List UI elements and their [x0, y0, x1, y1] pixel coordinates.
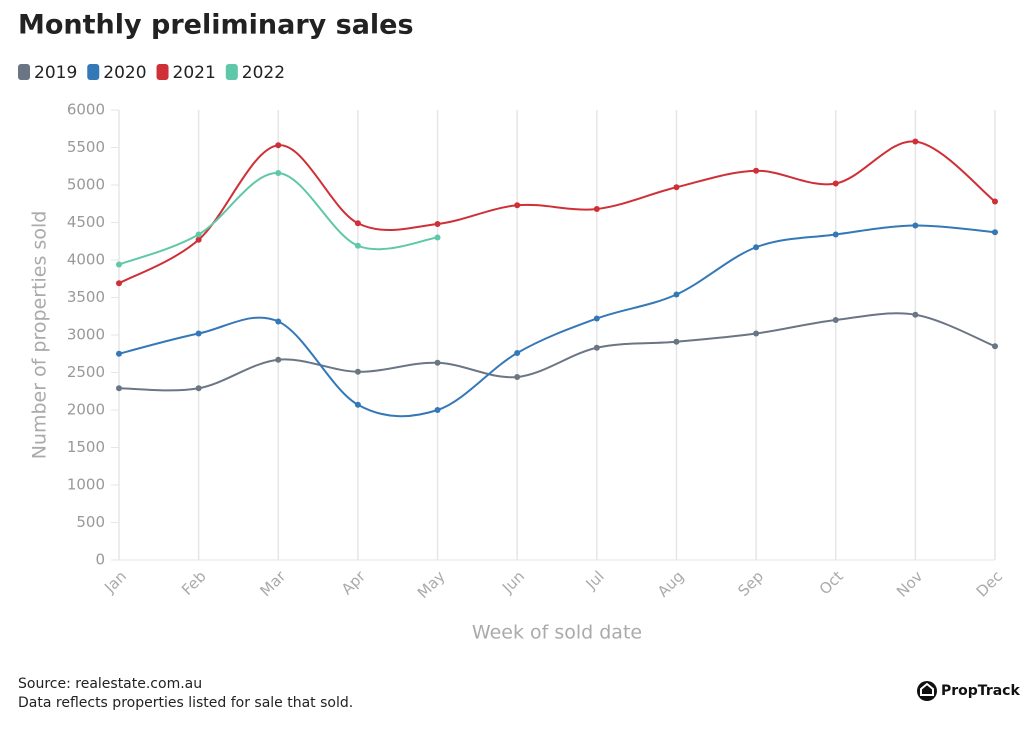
data-point [753, 167, 760, 174]
data-point [593, 344, 600, 351]
data-point [992, 198, 998, 205]
x-tick-label: Dec [973, 567, 1006, 600]
data-point [673, 291, 680, 298]
data-point [912, 222, 919, 229]
series [116, 222, 998, 418]
series-line [118, 224, 996, 418]
data-point [434, 234, 441, 241]
legend-swatch [156, 64, 169, 80]
data-point [753, 330, 760, 337]
legend-swatch [18, 64, 30, 80]
x-tick-label: Mar [257, 567, 290, 600]
data-point [832, 231, 839, 238]
y-tick-label: 5500 [67, 138, 105, 156]
logo: PropTrack [917, 681, 1020, 701]
x-tick-label: Feb [178, 567, 210, 599]
data-point [275, 142, 282, 149]
note: Data reflects properties listed for sale… [18, 695, 353, 711]
y-tick-label: 1500 [67, 438, 105, 456]
data-point [992, 229, 998, 236]
legend-swatch [87, 64, 100, 80]
y-tick-label: 4000 [67, 251, 105, 269]
x-tick-label: Jun [498, 567, 528, 597]
x-tick-label: Jan [100, 567, 130, 597]
logo-text: PropTrack [941, 683, 1020, 699]
x-tick-label: Jul [582, 567, 608, 593]
y-tick-label: 0 [95, 551, 105, 569]
data-point [195, 385, 202, 392]
legend-swatch [225, 64, 238, 80]
x-tick-label: Nov [893, 567, 927, 601]
data-point [514, 350, 521, 356]
data-point [275, 170, 282, 176]
data-point [116, 350, 122, 357]
data-point [673, 338, 680, 345]
source: Source: realestate.com.au [18, 676, 202, 692]
data-point [593, 315, 600, 322]
data-point [673, 184, 680, 191]
legend-label: 2021 [173, 63, 216, 83]
x-tick-label: Sep [734, 567, 767, 600]
data-point [116, 385, 122, 392]
chart-title: Monthly preliminary sales [18, 10, 414, 41]
series [116, 138, 998, 287]
data-point [354, 401, 361, 408]
data-point [354, 242, 361, 249]
series-line [118, 312, 996, 392]
y-axis-label: Number of properties sold [29, 211, 51, 460]
data-point [514, 202, 521, 209]
x-tick-label: Apr [338, 567, 370, 599]
data-point [275, 318, 282, 325]
x-tick-label: May [414, 567, 449, 602]
y-tick-label: 4500 [67, 213, 105, 231]
y-tick-label: 5000 [67, 176, 105, 194]
data-point [116, 280, 122, 287]
data-point [354, 220, 361, 227]
y-tick-label: 500 [76, 513, 105, 531]
data-point [275, 356, 282, 363]
x-tick-label: Aug [654, 567, 687, 600]
logo-house [920, 682, 934, 696]
data-point [912, 138, 919, 145]
data-point [593, 206, 600, 212]
data-point [195, 236, 202, 243]
y-tick-label: 1000 [67, 476, 105, 494]
data-point [912, 311, 919, 318]
data-point [992, 343, 998, 350]
data-point [434, 221, 441, 227]
legend-label: 2019 [34, 63, 77, 83]
data-point [514, 374, 521, 380]
data-point [832, 317, 839, 323]
data-point [753, 244, 760, 251]
y-tick-label: 6000 [67, 101, 105, 119]
data-point [195, 231, 202, 238]
legend-label: 2022 [242, 63, 285, 83]
x-tick-label: Oct [816, 567, 847, 598]
data-point [195, 330, 202, 337]
y-tick-label: 2500 [67, 363, 105, 381]
data-point [434, 359, 441, 366]
y-tick-label: 2000 [67, 401, 105, 419]
x-axis-label: Week of sold date [472, 622, 642, 644]
data-point [434, 407, 441, 413]
data-point [832, 180, 839, 187]
series [116, 311, 998, 392]
data-point [354, 368, 361, 375]
series-line [118, 140, 996, 285]
y-tick-label: 3000 [67, 326, 105, 344]
legend-label: 2020 [103, 63, 146, 83]
series [116, 170, 441, 268]
data-point [116, 261, 122, 268]
y-tick-label: 3500 [67, 288, 105, 306]
